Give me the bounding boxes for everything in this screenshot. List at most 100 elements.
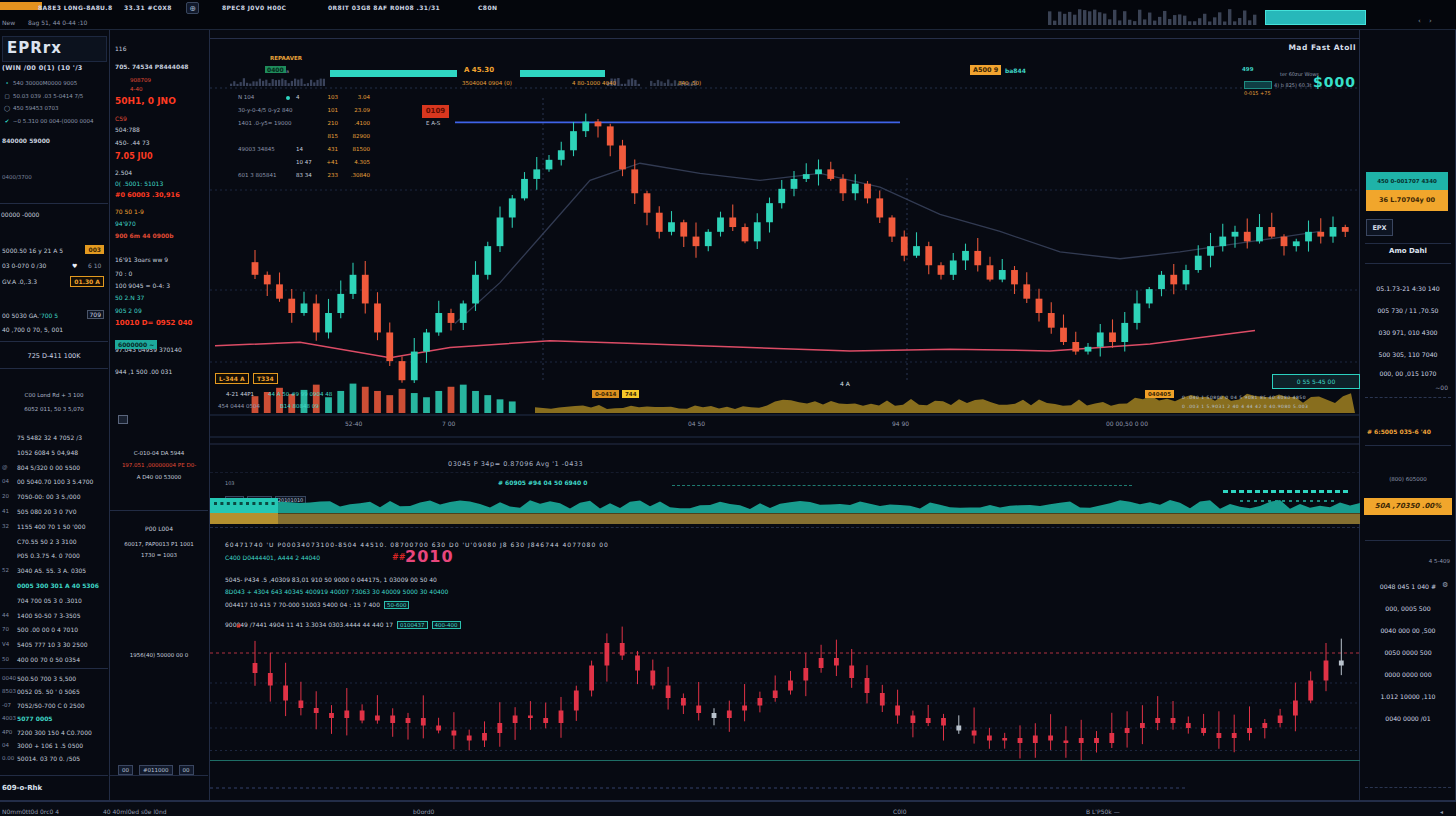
menu-item[interactable]: U.8 <box>100 4 113 11</box>
order-row[interactable]: 41505 080 20 3 0 7V0 <box>0 508 108 522</box>
menu-item[interactable]: 8PEC8 J0V0 H00C <box>222 4 286 11</box>
legend-cell: +41 <box>316 159 338 165</box>
order-row[interactable]: 043000 + 106 1 .5 0500 <box>0 742 108 756</box>
candle-body <box>497 217 504 246</box>
panel-button[interactable]: 00 <box>118 765 133 775</box>
volume-badge[interactable]: 744 <box>622 390 639 398</box>
order-row[interactable]: 321155 400 70 1 50 '000 <box>0 523 108 537</box>
overlay-note-orange: 840 ,50) <box>678 80 701 86</box>
order-text: 3040 A5. 55. 3 A. 0305 <box>17 567 86 574</box>
teal-alert-banner[interactable]: 450 0-001707 4340 <box>1366 172 1448 190</box>
order-row[interactable]: 0040500.50 700 3 5,500 <box>0 675 108 689</box>
order-row[interactable]: 75 5482 32 4 7052 /3 <box>0 434 108 448</box>
order-row[interactable]: 70500 .00 00 0 4 7010 <box>0 626 108 640</box>
primary-action-button[interactable] <box>1265 10 1366 25</box>
order-row[interactable]: @804 5/320 0 00 5500 <box>0 464 108 478</box>
order-row[interactable]: -077052/50-700 C 0 2500 <box>0 702 108 716</box>
corner-badge[interactable]: L-344 A <box>215 373 249 384</box>
panel-button[interactable]: #011000 <box>139 765 173 775</box>
candle-body <box>644 193 651 212</box>
orange-ticker-banner[interactable]: 50A ,70350 .00% <box>1364 498 1452 515</box>
nav-new[interactable]: New <box>2 19 15 26</box>
collapse-icon[interactable]: ◂ <box>1440 808 1443 815</box>
brand-logo[interactable] <box>0 2 42 10</box>
candle-body <box>717 217 724 231</box>
option-row[interactable]: ◯450 59453 0703 <box>3 105 59 116</box>
order-row[interactable]: 0.0050014. 03 70 0. /505 <box>0 755 108 769</box>
panel-icon[interactable] <box>118 415 128 424</box>
gold-band-bright <box>210 513 278 524</box>
nav-secondary[interactable]: C80N <box>478 4 497 11</box>
secondary-candlestick-chart[interactable] <box>210 578 1360 816</box>
legend-cell: 4 <box>296 94 300 100</box>
candle-body <box>901 237 908 256</box>
stat-row: GV.A .0,.3.301.30 A <box>2 278 106 289</box>
teal-value: 499 <box>1242 66 1253 72</box>
order-text: 00 5040.70 100 3 5.4700 <box>17 478 93 485</box>
order-row[interactable]: 0400 5040.70 100 3 5.4700 <box>0 478 108 492</box>
gauge-note: 4) b 825) 60.3t <box>1274 82 1312 88</box>
option-row[interactable]: ▢50.03 039 .03 5-0414 7/5 <box>3 93 83 104</box>
candle-body <box>276 284 283 298</box>
order-index: 32 <box>2 523 15 529</box>
order-row[interactable]: 0005 300 301 A 40 5306 <box>0 582 108 596</box>
stat-badge[interactable]: 01.30 A <box>70 276 104 287</box>
option-icon[interactable]: ▢ <box>3 93 11 99</box>
skyline <box>249 84 251 86</box>
orange-alert-banner[interactable]: 36 L.70704y 00 <box>1366 190 1448 211</box>
skyline-bar <box>1233 21 1236 25</box>
skyline <box>281 79 283 86</box>
legend-cell: 83 34 <box>296 172 312 178</box>
candle-body <box>880 693 885 706</box>
menu-item[interactable]: 8A8E3 L0NG-8A8 <box>38 4 100 11</box>
order-row[interactable]: C70.55 50 2 3 3100 <box>0 538 108 552</box>
option-icon[interactable]: ✔ <box>3 118 11 124</box>
candle-body <box>1036 299 1043 313</box>
order-row[interactable]: 523040 A5. 55. 3 A. 0305 <box>0 567 108 581</box>
order-row[interactable]: 4P07200 300 150 4 C0.7000 <box>0 729 108 743</box>
divider <box>0 203 108 204</box>
legend-cell: 30-y-0-4/5 0-y2 840 <box>238 107 293 113</box>
order-row[interactable]: 704 700 05 3 0 .3010 <box>0 597 108 611</box>
candle-body <box>460 303 467 322</box>
order-row[interactable]: 207050-00: 00 3 5./000 <box>0 493 108 507</box>
order-row[interactable]: 40035077 0005 <box>0 715 108 729</box>
data-row: 000, 00 ,015 1070 <box>1360 370 1456 377</box>
order-row[interactable]: 85030052 05. 50 ' 0 5065 <box>0 688 108 702</box>
app-grid-icon[interactable]: ⊕ <box>186 2 199 14</box>
option-icon[interactable]: • <box>3 80 11 86</box>
corner-note: B14 80848 09 <box>280 403 319 409</box>
volume-badge[interactable]: 0-0414 <box>592 390 619 398</box>
option-row[interactable]: ✔~0 5.310 00 004-(0000 0004 <box>3 118 93 129</box>
quote-row: A D40 00 53000 <box>110 474 208 480</box>
candle-body <box>1140 723 1145 728</box>
candle-body <box>1293 241 1300 246</box>
sidebar-caption: 840000 59000 <box>2 137 50 144</box>
window-controls-icon[interactable]: ‹ › <box>1418 17 1435 25</box>
volume-badge[interactable]: 040405 <box>1145 390 1174 398</box>
order-row[interactable]: 1052 6084 5 04,948 <box>0 449 108 463</box>
skyline <box>265 80 267 86</box>
stat-badge[interactable]: 003 <box>85 245 104 254</box>
eps-badge[interactable]: EPX <box>1366 219 1393 236</box>
order-row[interactable]: V45405 777 10 3 30 2500 <box>0 641 108 655</box>
skyline-bar <box>1113 10 1116 25</box>
main-candlestick-chart[interactable] <box>210 38 1360 445</box>
volume-bar <box>472 391 479 413</box>
candle-body <box>253 663 258 673</box>
option-row[interactable]: •540 30000M0000 9005 <box>3 80 77 91</box>
corner-badge[interactable]: T334 <box>253 373 278 384</box>
order-row[interactable]: P05 0.3.75 4. 0 7000 <box>0 552 108 566</box>
order-text: 500 .00 00 0 4 7010 <box>17 626 78 633</box>
order-row[interactable]: 50400 00 70 0 50 0354 <box>0 656 108 670</box>
option-label: 450 59453 0703 <box>13 105 59 111</box>
order-row[interactable]: 441400 50-50 7 3-3505 <box>0 612 108 626</box>
left-sidebar: EPRrx (WIN /00 0(1) (10 '/3 840000 59000… <box>0 30 110 800</box>
chart-action-button[interactable]: 0 55 5-45 00 <box>1272 374 1360 389</box>
stat-badge[interactable]: 709 <box>87 310 104 319</box>
menu-item[interactable]: 0R8IT 03G8 8AF R0H08 .31/31 <box>328 4 440 11</box>
panel-button[interactable]: 00 <box>179 765 194 775</box>
menu-item[interactable]: 33.31 #C0X8 <box>124 4 172 11</box>
heart-icon[interactable]: ♥ <box>72 262 77 269</box>
option-icon[interactable]: ◯ <box>3 105 11 111</box>
